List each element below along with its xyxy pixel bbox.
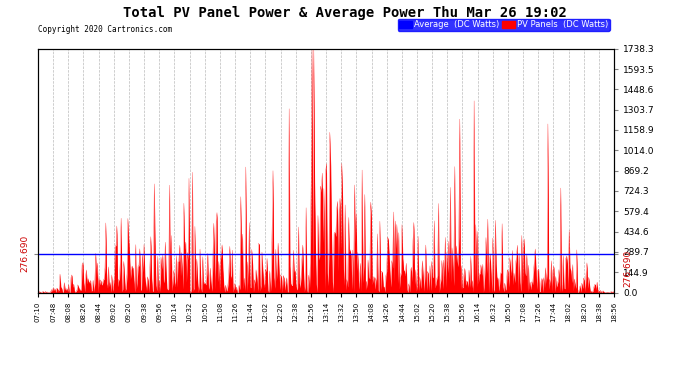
Legend: Average  (DC Watts), PV Panels  (DC Watts): Average (DC Watts), PV Panels (DC Watts) xyxy=(397,19,610,31)
Text: Copyright 2020 Cartronics.com: Copyright 2020 Cartronics.com xyxy=(38,25,172,34)
Text: Total PV Panel Power & Average Power Thu Mar 26 19:02: Total PV Panel Power & Average Power Thu… xyxy=(123,6,567,20)
